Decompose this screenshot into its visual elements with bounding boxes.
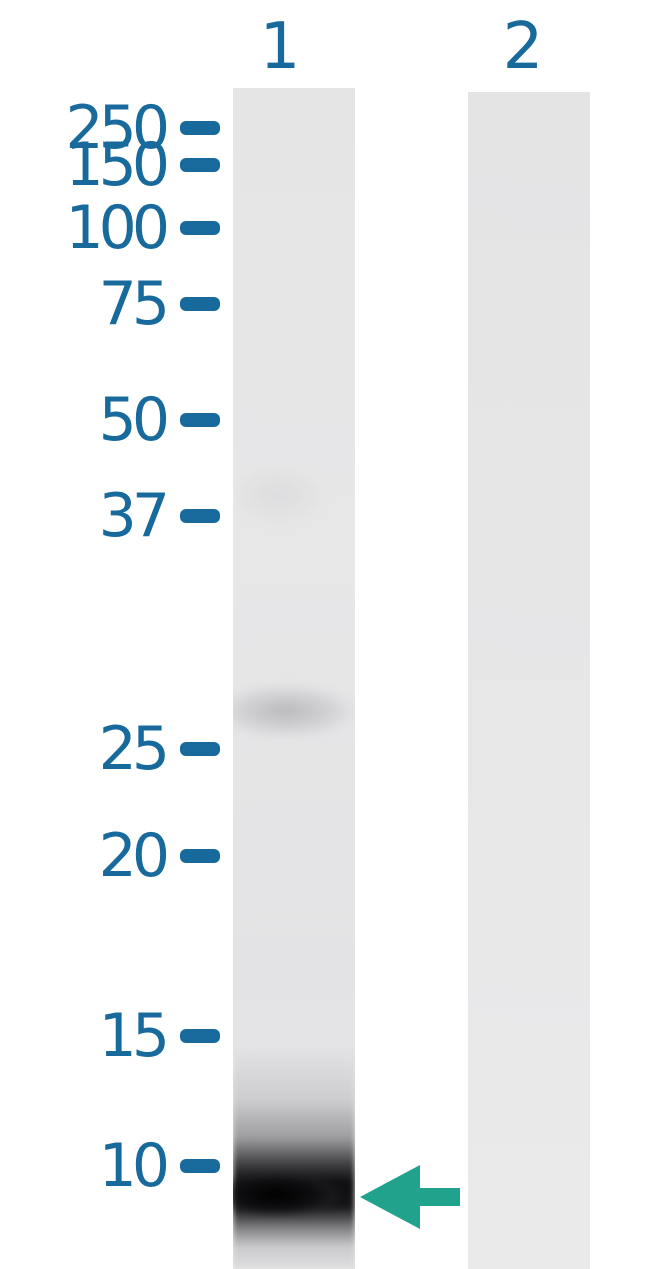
mw-marker-row: 15 [28,1006,220,1066]
mw-marker-value: 20 [98,821,170,891]
lane-2-label: 2 [502,10,544,84]
band-pointer-arrow-icon [356,1160,464,1234]
lane-1-strong-band-9kda [233,1173,341,1217]
mw-marker-tick [180,121,220,135]
mw-marker-tick [180,742,220,756]
mw-marker-value: 100 [65,193,170,263]
mw-marker-row: 10 [28,1136,220,1196]
mw-marker-row: 25 [28,719,220,779]
mw-marker-tick [180,221,220,235]
mw-marker-value: 250 [65,93,170,163]
mw-marker-row: 150 [28,135,220,195]
mw-marker-row: 37 [28,486,220,546]
mw-marker-row: 100 [28,198,220,258]
lane-1-strong-band-smear [233,1046,355,1269]
lane-1-background-smudge [233,466,327,524]
mw-marker-tick [180,1029,220,1043]
lane-1-label: 1 [259,10,301,84]
lane-1-faint-band-27kda [233,684,355,738]
mw-marker-row: 20 [28,826,220,886]
lane-2-strip [468,92,590,1269]
mw-marker-tick [180,849,220,863]
lane-1-strip [233,88,355,1269]
mw-marker-tick [180,413,220,427]
mw-marker-row: 75 [28,274,220,334]
mw-marker-value: 150 [65,130,170,200]
mw-marker-tick [180,1159,220,1173]
mw-marker-value: 10 [98,1131,170,1201]
mw-marker-tick [180,158,220,172]
mw-marker-tick [180,509,220,523]
mw-marker-row: 250 [28,98,220,158]
mw-marker-value: 25 [98,714,170,784]
mw-marker-tick [180,297,220,311]
mw-marker-value: 50 [98,385,170,455]
mw-marker-value: 37 [98,481,170,551]
mw-marker-row: 50 [28,390,220,450]
mw-marker-value: 75 [98,269,170,339]
mw-marker-value: 15 [98,1001,170,1071]
